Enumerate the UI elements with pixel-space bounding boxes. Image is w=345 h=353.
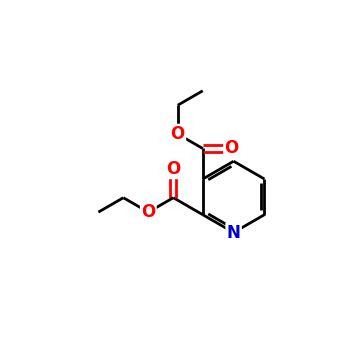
Text: O: O — [166, 160, 180, 178]
Text: O: O — [141, 203, 156, 221]
Text: O: O — [225, 139, 239, 157]
Text: N: N — [227, 223, 240, 241]
Text: O: O — [171, 125, 185, 143]
